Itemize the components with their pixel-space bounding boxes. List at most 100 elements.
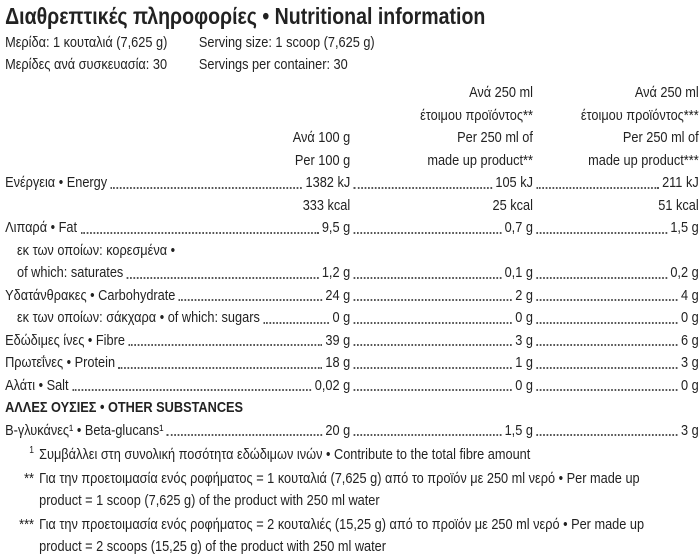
header-line: made up product** <box>427 151 533 169</box>
dot-leader <box>353 307 512 324</box>
value: 1 g <box>515 354 533 371</box>
value: 0,02 g <box>314 376 351 394</box>
value-cell: 0 g <box>350 307 533 330</box>
label-space: εκ των οποίων: σάκχαρα • of which: sugar… <box>5 307 260 330</box>
dot-leader <box>536 262 667 279</box>
row-label: Β-γλυκάνες¹ • Beta-glucans¹ <box>5 421 164 439</box>
footnote-marker: 1 <box>29 445 34 456</box>
value: 1,5 g <box>504 421 533 439</box>
serving-text: Μερίδες ανά συσκευασία: 30 <box>5 56 168 73</box>
dot-leader <box>353 217 502 234</box>
dot-leader <box>536 172 659 189</box>
value: 9,5 g <box>321 219 351 236</box>
label-space: Αλάτι • Salt <box>5 375 68 398</box>
value: 1382 kJ <box>305 174 351 191</box>
value: 105 kJ <box>495 174 533 191</box>
dot-leader <box>536 285 678 301</box>
value-cell: 0 g <box>350 375 533 398</box>
value: 3 g <box>680 421 699 439</box>
nutrient-row: εκ των οποίων: σάκχαρα • of which: sugar… <box>5 307 700 330</box>
value-cell: Εδώδιμες ίνες • Fibre 39 g <box>5 330 350 353</box>
dot-leader <box>353 330 512 346</box>
dot-leader <box>353 262 502 279</box>
label-space: Εδώδιμες ίνες • Fibre <box>5 330 125 353</box>
label-space: Υδατάνθρακες • Carbohydrate <box>5 285 175 308</box>
dot-leader <box>353 172 492 189</box>
value-cell: 0 g <box>533 307 699 330</box>
nutrient-row: Β-γλυκάνες¹ • Beta-glucans¹Β-γλυκάνες¹ •… <box>5 420 700 443</box>
value: 0 g <box>680 309 699 326</box>
value: 4 g <box>680 286 699 304</box>
dot-leader <box>353 352 512 369</box>
value: 333 kcal <box>302 196 351 214</box>
dot-leader <box>353 420 502 436</box>
label-space: Πρωτεΐνες • Protein <box>5 352 115 375</box>
serving-text: Serving size: 1 scoop (7,625 g) <box>198 34 375 51</box>
value-cell: 211 kJ <box>533 172 699 195</box>
row-label: Ενέργεια • Energy <box>5 174 108 191</box>
value: 6 g <box>680 331 699 349</box>
row-label: of which: saturates <box>17 264 124 281</box>
value: 25 kcal <box>492 196 533 214</box>
label-space: of which: saturates <box>5 262 123 285</box>
value-cell: Πρωτεΐνες • Protein 18 g <box>5 352 350 375</box>
header-line: Ανά 250 ml <box>634 84 699 101</box>
spacer <box>5 195 303 218</box>
serving-row: Μερίδες ανά συσκευασία: 30 Servings per c… <box>5 54 700 76</box>
value-cell: 25 kcal <box>350 195 533 218</box>
value-cell: 0,7 g <box>350 217 533 240</box>
nutrient-row: Λιπαρά • FatΛιπαρά • Fat 9,5 g 0,7 g 1,5 g <box>5 217 700 240</box>
dot-leader <box>536 330 678 346</box>
label-space: Λιπαρά • Fat <box>5 217 77 240</box>
nutrient-row: of which: saturatesof which: saturates 1,… <box>5 262 700 285</box>
nutrient-row: Ενέργεια • EnergyΕνέργεια • Energy 1382 k… <box>5 172 700 195</box>
value-cell: of which: saturates 1,2 g <box>5 262 350 285</box>
value-cell: εκ των οποίων: σάκχαρα • of which: sugar… <box>5 307 350 330</box>
value: 1,2 g <box>321 264 351 281</box>
serving-text: Μερίδα: 1 κουταλιά (7,625 g) <box>5 34 168 51</box>
value-cell: Β-γλυκάνες¹ • Beta-glucans¹ 20 g <box>5 420 350 443</box>
header-line: made up product*** <box>588 151 699 169</box>
footnote-marker: ** <box>24 470 34 487</box>
value: 211 kJ <box>662 174 699 191</box>
footnote: 1 Συμβάλλει στη συνολική ποσότητα εδώδιμω… <box>5 444 677 466</box>
value-cell: 3 g <box>533 420 699 443</box>
column-headers: Ανά 100 g Per 100 g Ανά 250 ml έτοιμου προϊ… <box>5 80 700 172</box>
value: 0 g <box>680 376 699 394</box>
label-space: Ενέργεια • Energy <box>5 172 107 195</box>
row-label: Πρωτεΐνες • Protein <box>5 354 116 371</box>
footnotes: 1 Συμβάλλει στη συνολική ποσότητα εδώδιμω… <box>5 444 700 555</box>
value-cell: 0 g <box>533 375 699 398</box>
header-line: Per 250 ml of <box>622 129 699 146</box>
value-cell: 1 g <box>350 352 533 375</box>
row-label: εκ των οποίων: κορεσμένα • <box>17 241 176 259</box>
header-line: Per 100 g <box>294 151 351 169</box>
value: 0 g <box>515 309 533 326</box>
row-label: Υδατάνθρακες • Carbohydrate <box>5 286 176 304</box>
nutrient-row: 333 kcal 25 kcal 51 kcal <box>5 195 700 218</box>
value-cell: Ενέργεια • Energy 1382 kJ <box>5 172 350 195</box>
dot-leader <box>71 375 312 391</box>
dot-leader <box>263 307 330 324</box>
nutrient-row: Αλάτι • SaltΑλάτι • Salt 0,02 g 0 g 0 g <box>5 375 700 398</box>
title: Διαθρεπτικές πληροφορίες • Nutritional i… <box>5 3 486 29</box>
value-cell: Αλάτι • Salt 0,02 g <box>5 375 350 398</box>
value: 0,1 g <box>504 264 533 281</box>
serving-info: Μερίδα: 1 κουταλιά (7,625 g) Serving size… <box>5 32 700 76</box>
value-cell: 0,1 g <box>350 262 533 285</box>
nutrient-row: εκ των οποίων: κορεσμένα • <box>5 240 700 263</box>
value-cell: Υδατάνθρακες • Carbohydrate 24 g <box>5 285 350 308</box>
footnote-text: Συμβάλλει στη συνολική ποσότητα εδώδιμων… <box>39 446 531 463</box>
dot-leader <box>110 172 303 189</box>
value: 0 g <box>332 309 351 326</box>
value: 0 g <box>515 376 533 394</box>
value-cell: 1,5 g <box>533 217 699 240</box>
dot-leader <box>353 285 512 301</box>
value-cell: 1,5 g <box>350 420 533 443</box>
dot-leader <box>536 217 667 234</box>
value-cell: 51 kcal <box>533 195 698 218</box>
serving-row: Μερίδα: 1 κουταλιά (7,625 g) Serving size… <box>5 32 700 54</box>
nutrient-row: Εδώδιμες ίνες • FibreΕδώδιμες ίνες • Fib… <box>5 330 700 353</box>
section-heading: ΑΛΛΕΣ ΟΥΣΙΕΣ • OTHER SUBSTANCES <box>5 399 244 416</box>
